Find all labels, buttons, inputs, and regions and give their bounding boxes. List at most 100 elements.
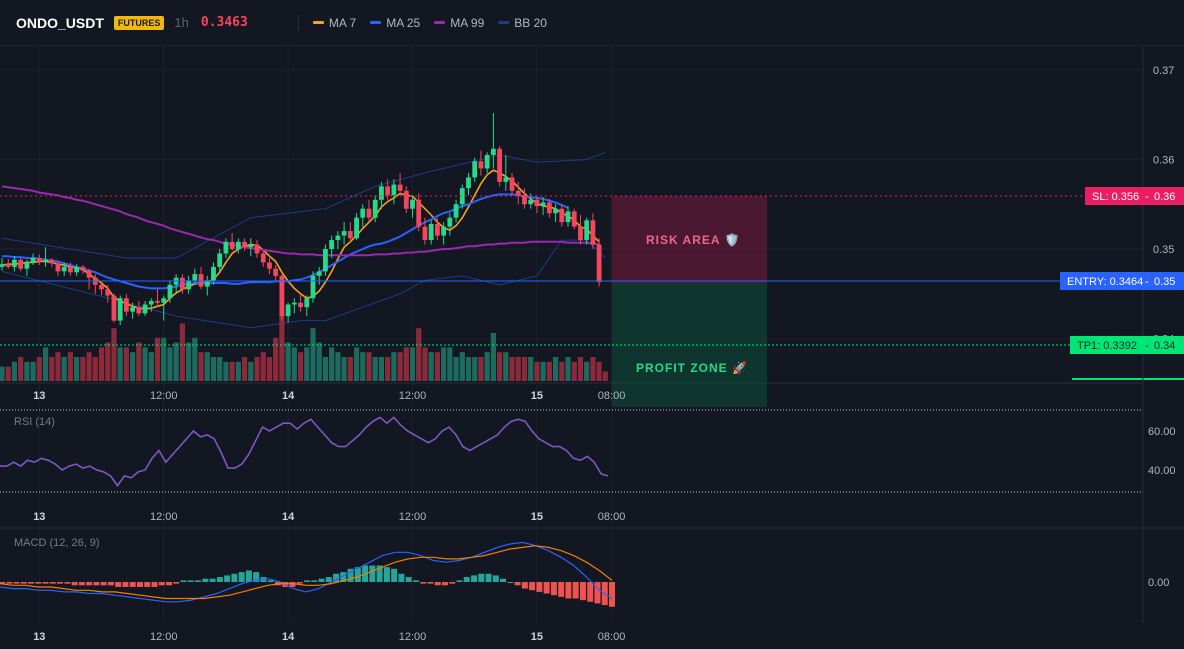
volume-bar xyxy=(335,352,341,381)
trade-levels xyxy=(0,195,1184,380)
candle-body xyxy=(347,231,353,239)
macd-histogram-bar xyxy=(42,582,49,584)
macd-histogram-bar xyxy=(78,582,85,586)
volume-bar xyxy=(515,357,521,381)
macd-histogram-bar xyxy=(64,582,71,584)
macd-histogram-bar xyxy=(521,582,528,589)
volume-bar xyxy=(192,337,198,381)
candle-body xyxy=(590,220,596,245)
time-tick-label: 13 xyxy=(33,511,45,523)
time-tick-label: 12:00 xyxy=(399,511,427,523)
candle-body xyxy=(291,302,297,305)
candle-body xyxy=(428,223,434,241)
candle-body xyxy=(416,199,422,227)
candle-body xyxy=(117,298,123,321)
candle-body xyxy=(366,208,372,218)
time-tick-label: 15 xyxy=(531,511,543,523)
volume-bar xyxy=(291,347,297,381)
volume-bar xyxy=(67,352,74,381)
candle-body xyxy=(217,253,223,267)
volume-bar xyxy=(297,352,304,381)
candle-body xyxy=(515,190,521,196)
macd-histogram-bar xyxy=(543,582,550,594)
risk-area-box xyxy=(612,196,767,283)
candle-body xyxy=(74,266,80,273)
candle-body xyxy=(86,270,92,278)
ma-line-ma7 xyxy=(1,169,600,310)
volume-bar xyxy=(130,352,136,381)
macd-histogram-bar xyxy=(144,582,151,587)
bb-lower-line xyxy=(1,239,606,329)
candle-body xyxy=(410,199,415,209)
timeframe-label[interactable]: 1h xyxy=(174,15,189,30)
candle-body xyxy=(242,241,247,248)
volume-bar xyxy=(42,347,49,381)
macd-histogram-bar xyxy=(115,582,122,587)
candle-body xyxy=(304,298,310,308)
volume-bar xyxy=(117,347,123,381)
legend-bb20[interactable]: BB 20 xyxy=(498,16,547,30)
macd-histogram-bar xyxy=(224,575,231,582)
symbol-name[interactable]: ONDO_USDT xyxy=(16,14,104,31)
candle-body xyxy=(142,304,148,314)
candle-body xyxy=(155,300,160,303)
candle-body xyxy=(466,177,471,189)
volume-bar xyxy=(86,352,92,381)
volume-bar xyxy=(241,357,248,381)
candle-body xyxy=(298,302,303,308)
macd-histogram-bar xyxy=(20,582,27,584)
candle-body xyxy=(546,202,552,214)
macd-histogram-bar xyxy=(13,582,20,584)
candle-body xyxy=(18,259,24,269)
candle-body xyxy=(0,264,5,267)
header-divider xyxy=(297,14,299,31)
time-tick-label: 13 xyxy=(33,631,45,643)
volume-bar xyxy=(528,357,534,381)
candle-body xyxy=(5,264,11,267)
macd-histogram-bar xyxy=(485,573,492,582)
macd-histogram-bar xyxy=(558,582,565,597)
candle-body xyxy=(596,244,602,283)
macd-histogram-bar xyxy=(107,582,114,586)
volume-bars xyxy=(0,313,608,381)
macd-histogram-bar xyxy=(35,582,42,584)
macd-histogram-bar xyxy=(318,578,325,582)
macd-histogram-bar xyxy=(369,565,376,582)
candle-body xyxy=(55,263,61,272)
macd-pane: MACD (12, 26, 9) 0.00 xyxy=(0,537,1169,607)
macd-histogram-bar xyxy=(434,582,441,586)
candle-body xyxy=(273,268,279,276)
volume-bar xyxy=(322,357,329,381)
macd-histogram-bar xyxy=(376,565,383,582)
volume-bar xyxy=(223,361,229,381)
macd-histogram-bar xyxy=(180,580,187,582)
macd-histogram-bar xyxy=(238,572,245,582)
volume-bar xyxy=(590,357,596,381)
macd-histogram-bar xyxy=(449,582,456,584)
volume-bar xyxy=(304,347,310,381)
candle-body xyxy=(179,277,185,290)
candle-body xyxy=(571,211,577,227)
legend-ma25[interactable]: MA 25 xyxy=(370,16,420,30)
volume-bar xyxy=(497,352,503,381)
volume-bar xyxy=(596,361,602,381)
macd-histogram-bar xyxy=(209,578,216,582)
macd-histogram-bar xyxy=(609,582,615,607)
candle-body xyxy=(148,300,154,305)
macd-histogram-bar xyxy=(427,582,434,584)
candle-body xyxy=(136,307,142,314)
legend-ma99[interactable]: MA 99 xyxy=(434,16,484,30)
time-tick-label: 12:00 xyxy=(150,631,178,643)
legend-ma7[interactable]: MA 7 xyxy=(312,16,356,30)
macd-histogram-bar xyxy=(93,582,100,586)
volume-bar xyxy=(565,357,571,381)
volume-bar xyxy=(447,347,453,381)
volume-bar xyxy=(441,347,447,381)
ma25-swatch-icon xyxy=(370,21,382,24)
candle-body xyxy=(422,226,428,241)
volume-bar xyxy=(154,337,161,381)
candle-body xyxy=(540,202,546,207)
entry-tag-axis: 0.35 xyxy=(1154,276,1175,288)
volume-bar xyxy=(11,361,18,381)
